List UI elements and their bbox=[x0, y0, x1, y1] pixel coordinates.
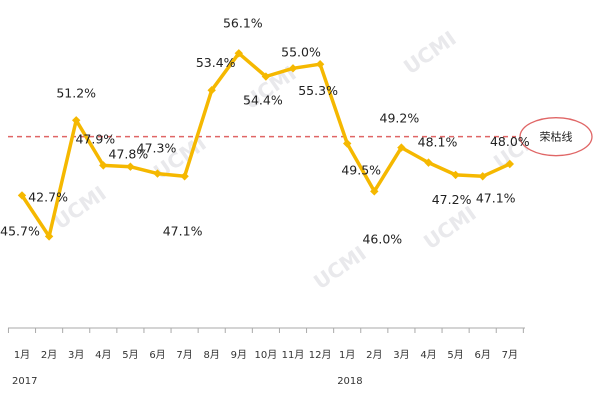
data-point-marker bbox=[343, 139, 352, 148]
x-tick-label: 4月 bbox=[95, 349, 111, 361]
year-labels: 2017 2018 bbox=[12, 376, 363, 387]
x-tick-label: 12月 bbox=[309, 349, 332, 361]
data-label: 55.0% bbox=[281, 44, 321, 59]
x-tick-label: 5月 bbox=[447, 349, 463, 361]
data-point-marker bbox=[424, 158, 433, 167]
x-tick-label: 3月 bbox=[393, 349, 409, 361]
x-tick-label: 7月 bbox=[176, 349, 192, 361]
watermark-text: UCMI bbox=[419, 201, 480, 254]
data-point-marker bbox=[234, 49, 243, 58]
data-point-marker bbox=[370, 187, 379, 196]
data-point-marker bbox=[315, 60, 325, 69]
x-tick-label: 11月 bbox=[282, 349, 305, 361]
data-labels: 45.7% 42.7% 51.2% 47.9%47.8%47.3% 47.1% 53.4%… bbox=[0, 15, 530, 246]
data-label: 48.0% bbox=[490, 134, 530, 149]
x-tick-label: 8月 bbox=[204, 349, 220, 361]
year-label: 2017 bbox=[12, 376, 37, 387]
data-point-marker bbox=[288, 64, 298, 73]
data-point-marker bbox=[72, 116, 81, 125]
data-point-marker bbox=[261, 72, 271, 81]
data-label: 46.0% bbox=[362, 231, 402, 246]
data-label: 53.4% bbox=[196, 55, 236, 70]
reference-label-ellipse bbox=[519, 117, 593, 157]
x-tick-label: 2月 bbox=[41, 349, 57, 361]
x-axis-ticks bbox=[7, 328, 524, 333]
data-label: 47.1% bbox=[163, 223, 203, 238]
data-label: 47.3% bbox=[137, 141, 177, 156]
data-point-marker bbox=[99, 161, 108, 170]
x-tick-label: 6月 bbox=[475, 349, 491, 361]
data-point-marker bbox=[207, 86, 216, 95]
data-point-marker bbox=[153, 169, 162, 178]
data-point-marker bbox=[451, 170, 460, 180]
reference-label: 荣枯线 bbox=[540, 130, 573, 144]
watermark-text: UCMI bbox=[309, 241, 370, 294]
data-label: 42.7% bbox=[28, 189, 68, 204]
x-tick-label: 5月 bbox=[122, 349, 138, 361]
data-label: 47.9% bbox=[75, 131, 115, 146]
watermark-text: UCMI bbox=[399, 26, 460, 79]
data-label: 56.1% bbox=[223, 15, 263, 30]
x-tick-labels: 1月 2月 3月 4月 5月 6月 7月 8月 9月 10月 11月 12月 1月 2月 3月 4月 5月 6月 7… bbox=[14, 349, 518, 361]
x-tick-label: 9月 bbox=[231, 349, 247, 361]
x-tick-label: 1月 bbox=[339, 349, 355, 361]
data-point-marker bbox=[505, 159, 514, 169]
data-label: 47.8% bbox=[109, 147, 149, 162]
data-label: 49.5% bbox=[341, 163, 381, 178]
data-point-marker bbox=[397, 143, 406, 152]
data-point-marker bbox=[180, 172, 189, 181]
x-tick-label: 4月 bbox=[420, 349, 436, 361]
x-tick-label: 10月 bbox=[255, 349, 278, 361]
data-label: 47.2% bbox=[432, 192, 472, 207]
data-label: 54.4% bbox=[243, 93, 283, 108]
series-markers bbox=[17, 49, 514, 241]
data-label: 48.1% bbox=[418, 135, 458, 150]
data-point-marker bbox=[126, 162, 135, 171]
x-tick-label: 1月 bbox=[14, 349, 30, 361]
data-label: 49.2% bbox=[380, 111, 420, 126]
data-label: 47.1% bbox=[476, 190, 516, 205]
data-label: 51.2% bbox=[56, 85, 96, 100]
x-tick-label: 2月 bbox=[366, 349, 382, 361]
data-point-marker bbox=[478, 172, 487, 181]
x-tick-label: 6月 bbox=[149, 349, 165, 361]
data-label: 45.7% bbox=[0, 223, 40, 238]
data-point-marker bbox=[17, 191, 27, 200]
data-point-marker bbox=[44, 232, 54, 241]
year-label: 2018 bbox=[337, 376, 362, 387]
x-tick-label: 3月 bbox=[68, 349, 84, 361]
x-tick-label: 7月 bbox=[502, 349, 518, 361]
data-label: 55.3% bbox=[298, 83, 338, 98]
